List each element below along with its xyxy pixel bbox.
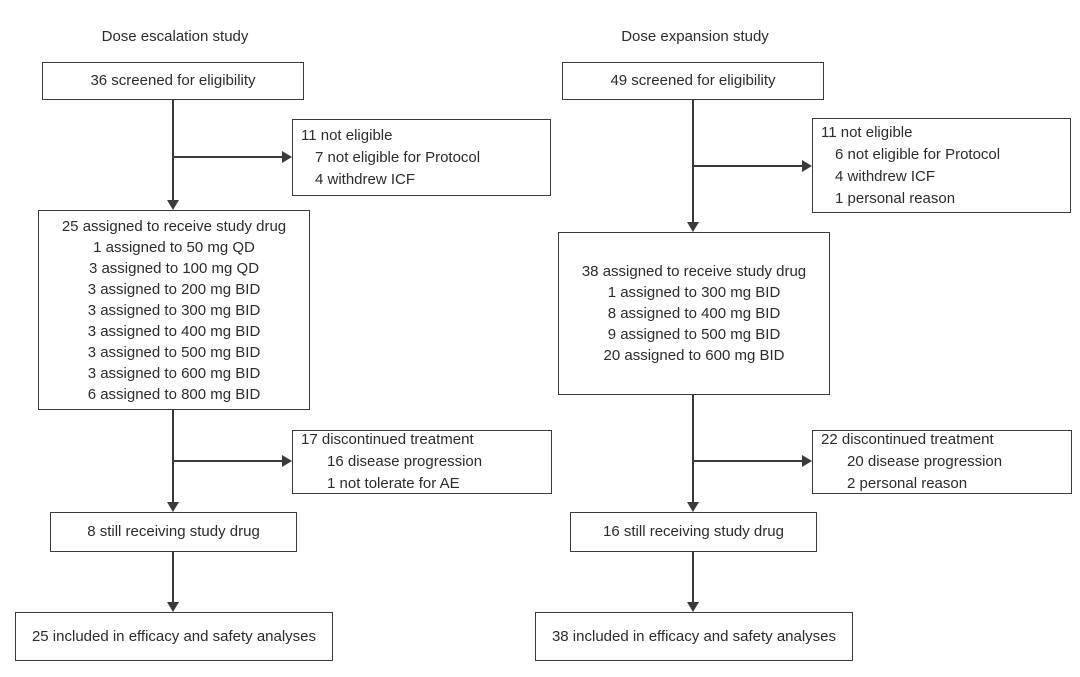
included-text: 38 included in efficacy and safety analy… xyxy=(551,627,837,645)
escalation-not-eligible-box: 11 not eligible 7 not eligible for Proto… xyxy=(292,119,551,196)
expansion-connector-screened-assigned xyxy=(692,100,694,222)
not-eligible-item: 4 withdrew ICF xyxy=(315,170,416,188)
escalation-screened-box: 36 screened for eligibility xyxy=(42,62,304,100)
expansion-connector-assigned-still xyxy=(692,395,694,502)
escalation-discontinued-box: 17 discontinued treatment 16 disease pro… xyxy=(292,430,552,494)
expansion-screened-text: 49 screened for eligibility xyxy=(610,72,776,89)
not-eligible-main: 11 not eligible xyxy=(821,123,913,141)
discontinued-main: 17 discontinued treatment xyxy=(301,431,474,448)
assigned-item: 3 assigned to 300 mg BID xyxy=(87,301,261,319)
assigned-item: 3 assigned to 100 mg QD xyxy=(88,259,260,277)
expansion-included-box: 38 included in efficacy and safety analy… xyxy=(535,612,853,661)
expansion-still-receiving-box: 16 still receiving study drug xyxy=(570,512,817,552)
discontinued-item: 16 disease progression xyxy=(327,453,483,470)
expansion-arrowhead-still xyxy=(687,502,699,512)
escalation-branch-discontinued xyxy=(173,460,282,462)
assigned-item: 20 assigned to 600 mg BID xyxy=(603,347,785,364)
assigned-item: 8 assigned to 400 mg BID xyxy=(607,305,781,322)
expansion-arrowhead-discontinued xyxy=(802,455,812,467)
assigned-item: 9 assigned to 500 mg BID xyxy=(607,326,781,343)
assigned-item: 3 assigned to 200 mg BID xyxy=(87,280,261,298)
escalation-connector-assigned-still xyxy=(172,410,174,502)
included-text: 25 included in efficacy and safety analy… xyxy=(31,627,317,645)
expansion-branch-discontinued xyxy=(693,460,802,462)
discontinued-item: 2 personal reason xyxy=(847,475,968,492)
expansion-column-title: Dose expansion study xyxy=(621,28,769,45)
escalation-assigned-box: 25 assigned to receive study drug 1 assi… xyxy=(38,210,310,410)
not-eligible-item: 7 not eligible for Protocol xyxy=(315,148,481,166)
escalation-arrowhead-included xyxy=(167,602,179,612)
assigned-main: 25 assigned to receive study drug xyxy=(61,217,287,235)
expansion-screened-box: 49 screened for eligibility xyxy=(562,62,824,100)
escalation-screened-text: 36 screened for eligibility xyxy=(90,72,256,89)
escalation-included-box: 25 included in efficacy and safety analy… xyxy=(15,612,333,661)
escalation-arrowhead-discontinued xyxy=(282,455,292,467)
assigned-item: 1 assigned to 50 mg QD xyxy=(93,238,255,256)
not-eligible-main: 11 not eligible xyxy=(301,126,393,144)
assigned-item: 3 assigned to 600 mg BID xyxy=(87,364,261,382)
expansion-connector-still-included xyxy=(692,552,694,602)
not-eligible-item: 1 personal reason xyxy=(835,189,956,207)
still-receiving-text: 16 still receiving study drug xyxy=(603,523,784,540)
assigned-item: 6 assigned to 800 mg BID xyxy=(87,385,261,403)
escalation-branch-not-eligible xyxy=(173,156,282,158)
escalation-connector-screened-assigned xyxy=(172,100,174,202)
escalation-connector-still-included xyxy=(172,552,174,602)
assigned-main: 38 assigned to receive study drug xyxy=(581,263,807,280)
expansion-assigned-box: 38 assigned to receive study drug 1 assi… xyxy=(558,232,830,395)
expansion-arrowhead-not-eligible xyxy=(802,160,812,172)
escalation-arrowhead-still xyxy=(167,502,179,512)
assigned-item: 1 assigned to 300 mg BID xyxy=(607,284,781,301)
assigned-item: 3 assigned to 500 mg BID xyxy=(87,343,261,361)
expansion-not-eligible-box: 11 not eligible 6 not eligible for Proto… xyxy=(812,118,1071,213)
expansion-branch-not-eligible xyxy=(693,165,802,167)
escalation-arrowhead-assigned xyxy=(167,200,179,210)
escalation-column-title: Dose escalation study xyxy=(101,28,249,45)
expansion-arrowhead-included xyxy=(687,602,699,612)
not-eligible-item: 4 withdrew ICF xyxy=(835,167,936,185)
escalation-arrowhead-not-eligible xyxy=(282,151,292,163)
discontinued-item: 20 disease progression xyxy=(847,453,1003,470)
expansion-discontinued-box: 22 discontinued treatment 20 disease pro… xyxy=(812,430,1072,494)
discontinued-item: 1 not tolerate for AE xyxy=(327,475,460,492)
discontinued-main: 22 discontinued treatment xyxy=(821,431,994,448)
not-eligible-item: 6 not eligible for Protocol xyxy=(835,145,1001,163)
still-receiving-text: 8 still receiving study drug xyxy=(87,523,260,540)
expansion-arrowhead-assigned xyxy=(687,222,699,232)
escalation-still-receiving-box: 8 still receiving study drug xyxy=(50,512,297,552)
assigned-item: 3 assigned to 400 mg BID xyxy=(87,322,261,340)
